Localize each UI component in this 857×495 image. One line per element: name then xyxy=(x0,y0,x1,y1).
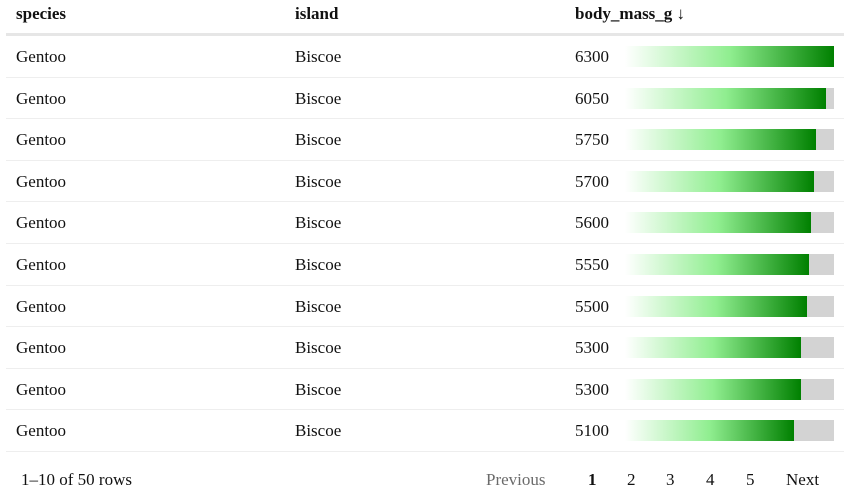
table-row: Gentoo Biscoe 5600 xyxy=(6,202,844,244)
body-mass-bar-track xyxy=(625,129,834,151)
cell-body-mass: 6050 xyxy=(575,88,609,108)
cell-body-mass: 5700 xyxy=(575,171,609,191)
body-mass-bar-track xyxy=(625,253,834,275)
row-range-info: 1–10 of 50 rows xyxy=(21,470,132,489)
column-header-island[interactable]: island xyxy=(295,4,339,23)
cell-body-mass: 5300 xyxy=(575,338,609,358)
cell-species: Gentoo xyxy=(16,338,67,358)
cell-body-mass: 5500 xyxy=(575,296,609,316)
table-row: Gentoo Biscoe 5500 xyxy=(6,286,844,328)
table-row: Gentoo Biscoe 5700 xyxy=(6,161,844,203)
cell-island: Biscoe xyxy=(295,171,342,191)
cell-body-mass: 5300 xyxy=(575,379,609,399)
table-row: Gentoo Biscoe 5300 xyxy=(6,369,844,411)
cell-species: Gentoo xyxy=(16,296,67,316)
cell-body-mass: 6300 xyxy=(575,47,609,66)
cell-island: Biscoe xyxy=(295,379,342,399)
body-mass-bar-fill xyxy=(625,87,826,109)
body-mass-bar-track xyxy=(625,170,834,192)
body-mass-bar-track xyxy=(625,46,834,67)
cell-body-mass: 5550 xyxy=(575,254,609,274)
cell-species: Gentoo xyxy=(16,254,67,274)
body-mass-bar-fill xyxy=(625,129,816,151)
page-5-button[interactable]: 5 xyxy=(746,470,755,489)
table-header: species island body_mass_g ↓ xyxy=(6,0,844,36)
previous-page-button[interactable]: Previous xyxy=(486,470,546,489)
cell-island: Biscoe xyxy=(295,254,342,274)
table-row: Gentoo Biscoe 6050 xyxy=(6,78,844,120)
body-mass-bar-fill xyxy=(625,253,810,275)
cell-species: Gentoo xyxy=(16,421,67,441)
pagination-footer: 1–10 of 50 rows Previous 1 2 3 4 5 Next xyxy=(0,460,857,495)
data-table: species island body_mass_g ↓ Gentoo Bisco… xyxy=(6,0,844,452)
table-row: Gentoo Biscoe 5100 xyxy=(6,410,844,452)
cell-island: Biscoe xyxy=(295,88,342,108)
body-mass-bar-fill xyxy=(625,212,811,234)
cell-island: Biscoe xyxy=(295,338,342,358)
cell-species: Gentoo xyxy=(16,171,67,191)
body-mass-bar-track xyxy=(625,337,834,359)
table-row: Gentoo Biscoe 5300 xyxy=(6,327,844,369)
body-mass-bar-fill xyxy=(625,295,808,317)
cell-island: Biscoe xyxy=(295,47,342,66)
body-mass-bar-track xyxy=(625,212,834,234)
body-mass-bar-fill xyxy=(625,378,801,400)
cell-island: Biscoe xyxy=(295,130,342,150)
column-header-species[interactable]: species xyxy=(16,4,67,23)
body-mass-bar-fill xyxy=(625,337,801,359)
body-mass-bar-fill xyxy=(625,420,795,442)
table-row: Gentoo Biscoe 5750 xyxy=(6,119,844,161)
cell-body-mass: 5100 xyxy=(575,421,609,441)
next-page-button[interactable]: Next xyxy=(786,470,820,489)
page-2-button[interactable]: 2 xyxy=(627,470,636,489)
column-header-body-mass-sorted-desc[interactable]: body_mass_g ↓ xyxy=(575,4,686,23)
cell-species: Gentoo xyxy=(16,213,67,233)
body-mass-bar-track xyxy=(625,87,834,109)
body-mass-bar-fill xyxy=(625,46,834,67)
page-1-button[interactable]: 1 xyxy=(588,470,597,489)
page-4-button[interactable]: 4 xyxy=(706,470,715,489)
body-mass-bar-track xyxy=(625,295,834,317)
cell-body-mass: 5750 xyxy=(575,130,609,150)
cell-island: Biscoe xyxy=(295,296,342,316)
cell-body-mass: 5600 xyxy=(575,213,609,233)
cell-species: Gentoo xyxy=(16,130,67,150)
cell-species: Gentoo xyxy=(16,88,67,108)
table-row: Gentoo Biscoe 6300 xyxy=(6,36,844,78)
cell-species: Gentoo xyxy=(16,379,67,399)
table-row: Gentoo Biscoe 5550 xyxy=(6,244,844,286)
cell-island: Biscoe xyxy=(295,421,342,441)
cell-species: Gentoo xyxy=(16,47,67,66)
body-mass-bar-fill xyxy=(625,170,815,192)
table-body: Gentoo Biscoe 6300 Gentoo Biscoe 6050 Gentoo Bi… xyxy=(6,36,844,452)
cell-island: Biscoe xyxy=(295,213,342,233)
body-mass-bar-track xyxy=(625,378,834,400)
page-3-button[interactable]: 3 xyxy=(666,470,675,489)
body-mass-bar-track xyxy=(625,420,834,442)
